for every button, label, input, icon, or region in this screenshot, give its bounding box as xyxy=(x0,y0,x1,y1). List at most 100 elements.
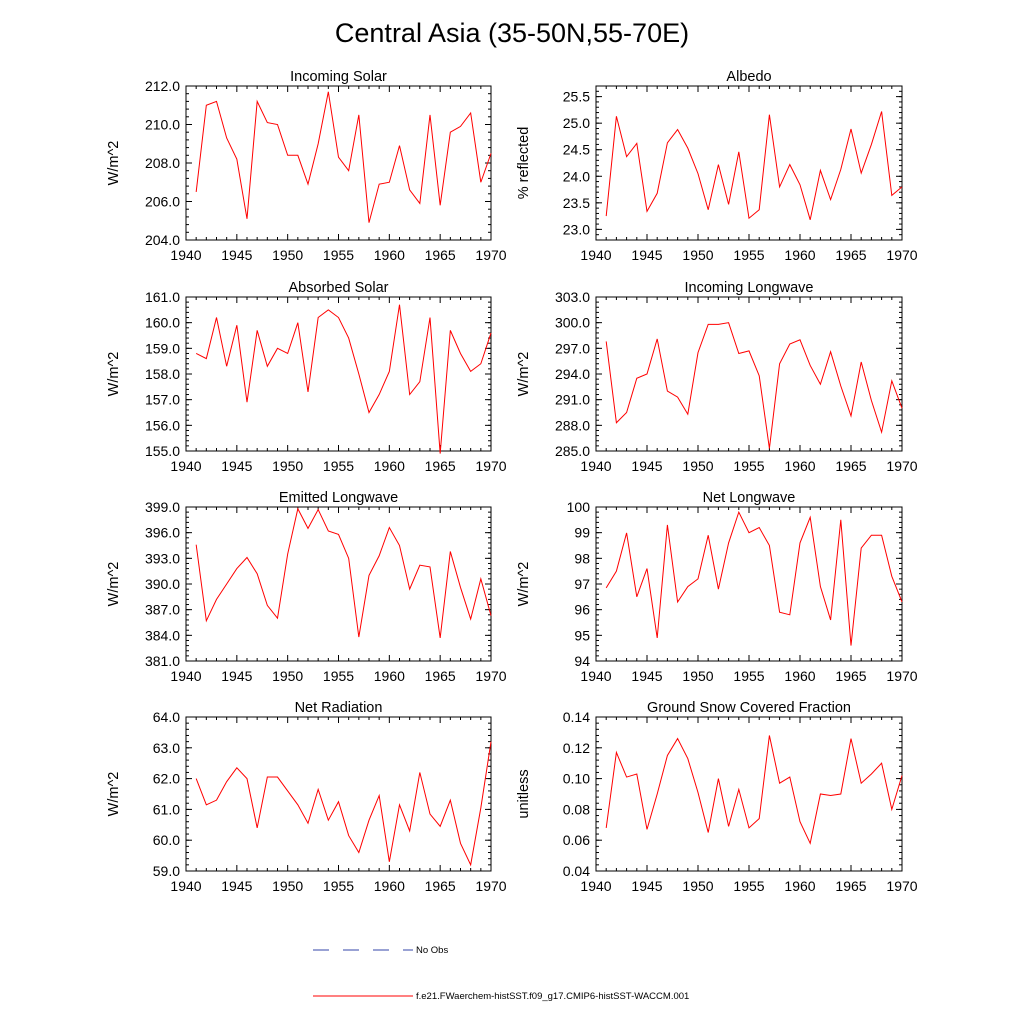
y-axis-label: unitless xyxy=(516,769,532,818)
y-tick-label: 212.0 xyxy=(145,78,180,94)
x-tick-label: 1960 xyxy=(784,668,815,684)
y-tick-label: 393.0 xyxy=(145,550,180,566)
y-tick-label: 0.10 xyxy=(563,771,590,787)
y-tick-label: 63.0 xyxy=(153,740,180,756)
panel-title: Ground Snow Covered Fraction xyxy=(647,700,851,716)
x-tick-label: 1970 xyxy=(886,458,917,474)
x-tick-label: 1940 xyxy=(580,668,611,684)
x-tick-label: 1965 xyxy=(425,247,456,263)
y-axis-label: W/m^2 xyxy=(106,352,122,397)
x-tick-label: 1955 xyxy=(323,247,354,263)
y-tick-label: 399.0 xyxy=(145,499,180,515)
y-axis-label: W/m^2 xyxy=(516,562,532,607)
y-tick-label: 300.0 xyxy=(555,315,590,331)
panel-incoming-longwave: Incoming Longwave W/m^2 1940 1945 1950 1955 19… xyxy=(516,280,918,474)
y-tick-label: 381.0 xyxy=(145,653,180,669)
series-line-albedo xyxy=(606,111,902,219)
y-tick-label: 384.0 xyxy=(145,627,180,643)
y-tick-label: 204.0 xyxy=(145,232,180,248)
figure: Central Asia (35-50N,55-70E) Incoming So… xyxy=(0,0,1024,1024)
y-tick-label: 159.0 xyxy=(145,340,180,356)
series-line-incoming-longwave xyxy=(606,323,902,449)
x-tick-label: 1945 xyxy=(631,247,662,263)
panel-title: Emitted Longwave xyxy=(279,490,398,506)
series-line-net-radiation xyxy=(196,742,491,865)
x-tick-label: 1940 xyxy=(170,878,201,894)
y-tick-label: 0.04 xyxy=(563,863,590,879)
y-tick-label: 64.0 xyxy=(153,709,180,725)
x-tick-label: 1960 xyxy=(374,247,405,263)
panel-title: Net Longwave xyxy=(703,490,796,506)
y-tick-label: 25.5 xyxy=(563,89,590,105)
x-tick-label: 1950 xyxy=(682,247,713,263)
x-tick-label: 1965 xyxy=(425,668,456,684)
x-tick-label: 1940 xyxy=(170,458,201,474)
x-tick-label: 1970 xyxy=(475,247,506,263)
y-tick-label: 0.08 xyxy=(563,801,590,817)
x-tick-label: 1970 xyxy=(886,247,917,263)
y-tick-label: 60.0 xyxy=(153,832,180,848)
y-tick-label: 59.0 xyxy=(153,863,180,879)
plot-frame xyxy=(186,717,491,871)
legend-model-label: f.e21.FWaerchem-histSST.f09_g17.CMIP6-hi… xyxy=(416,991,689,1002)
x-tick-label: 1945 xyxy=(631,458,662,474)
x-tick-label: 1965 xyxy=(835,668,866,684)
series-line-emitted-longwave xyxy=(196,509,491,638)
x-tick-label: 1950 xyxy=(682,878,713,894)
figure-title: Central Asia (35-50N,55-70E) xyxy=(335,18,689,48)
y-tick-label: 24.5 xyxy=(563,142,590,158)
plot-frame xyxy=(186,86,491,240)
x-tick-label: 1970 xyxy=(475,668,506,684)
x-tick-label: 1955 xyxy=(323,668,354,684)
y-tick-label: 100 xyxy=(567,499,591,515)
x-tick-label: 1960 xyxy=(374,878,405,894)
x-tick-label: 1940 xyxy=(580,247,611,263)
y-axis-label: W/m^2 xyxy=(516,352,532,397)
x-tick-label: 1950 xyxy=(272,668,303,684)
y-tick-label: 0.06 xyxy=(563,832,590,848)
y-tick-label: 0.12 xyxy=(563,740,590,756)
legend-obs-label: No Obs xyxy=(416,945,448,956)
y-tick-label: 158.0 xyxy=(145,366,180,382)
x-tick-label: 1960 xyxy=(784,878,815,894)
x-tick-label: 1960 xyxy=(784,247,815,263)
x-tick-label: 1955 xyxy=(733,247,764,263)
x-tick-label: 1955 xyxy=(323,878,354,894)
legend: No Obs f.e21.FWaerchem-histSST.f09_g17.C… xyxy=(313,945,689,1002)
y-axis-label: W/m^2 xyxy=(106,562,122,607)
x-tick-label: 1965 xyxy=(835,458,866,474)
x-tick-label: 1950 xyxy=(272,458,303,474)
x-tick-label: 1940 xyxy=(170,247,201,263)
panel-title: Incoming Longwave xyxy=(685,280,814,296)
x-tick-label: 1955 xyxy=(733,458,764,474)
y-tick-label: 396.0 xyxy=(145,525,180,541)
y-tick-label: 387.0 xyxy=(145,602,180,618)
y-tick-label: 297.0 xyxy=(555,340,590,356)
y-tick-label: 96 xyxy=(574,602,590,618)
panel-net-longwave: Net Longwave W/m^2 1940 1945 1950 1955 1960 196… xyxy=(516,490,918,684)
plot-frame xyxy=(596,717,902,871)
series-line-ground-snow-covered-fraction xyxy=(606,735,902,843)
x-tick-label: 1950 xyxy=(682,668,713,684)
x-tick-label: 1940 xyxy=(580,878,611,894)
y-tick-label: 24.0 xyxy=(563,168,590,184)
x-tick-label: 1945 xyxy=(631,668,662,684)
x-tick-label: 1945 xyxy=(221,668,252,684)
y-axis-label: W/m^2 xyxy=(106,141,122,186)
panel-title: Net Radiation xyxy=(295,700,383,716)
series-line-absorbed-solar xyxy=(196,305,491,454)
x-tick-label: 1945 xyxy=(221,458,252,474)
x-tick-label: 1965 xyxy=(425,878,456,894)
y-tick-label: 206.0 xyxy=(145,194,180,210)
x-tick-label: 1970 xyxy=(886,878,917,894)
panel-emitted-longwave: Emitted Longwave W/m^2 1940 1945 1950 1955 196… xyxy=(106,490,507,684)
panel-net-radiation: Net Radiation W/m^2 1940 1945 1950 1955 1960 19… xyxy=(106,700,507,894)
x-tick-label: 1960 xyxy=(374,668,405,684)
plot-frame xyxy=(186,507,491,661)
panel-incoming-solar: Incoming Solar W/m^2 1940 1945 1950 1955 1960 1… xyxy=(106,69,507,263)
y-axis-label: % reflected xyxy=(516,127,532,200)
y-tick-label: 0.14 xyxy=(563,709,590,725)
x-tick-label: 1955 xyxy=(733,878,764,894)
x-tick-label: 1950 xyxy=(272,878,303,894)
y-tick-label: 208.0 xyxy=(145,155,180,171)
